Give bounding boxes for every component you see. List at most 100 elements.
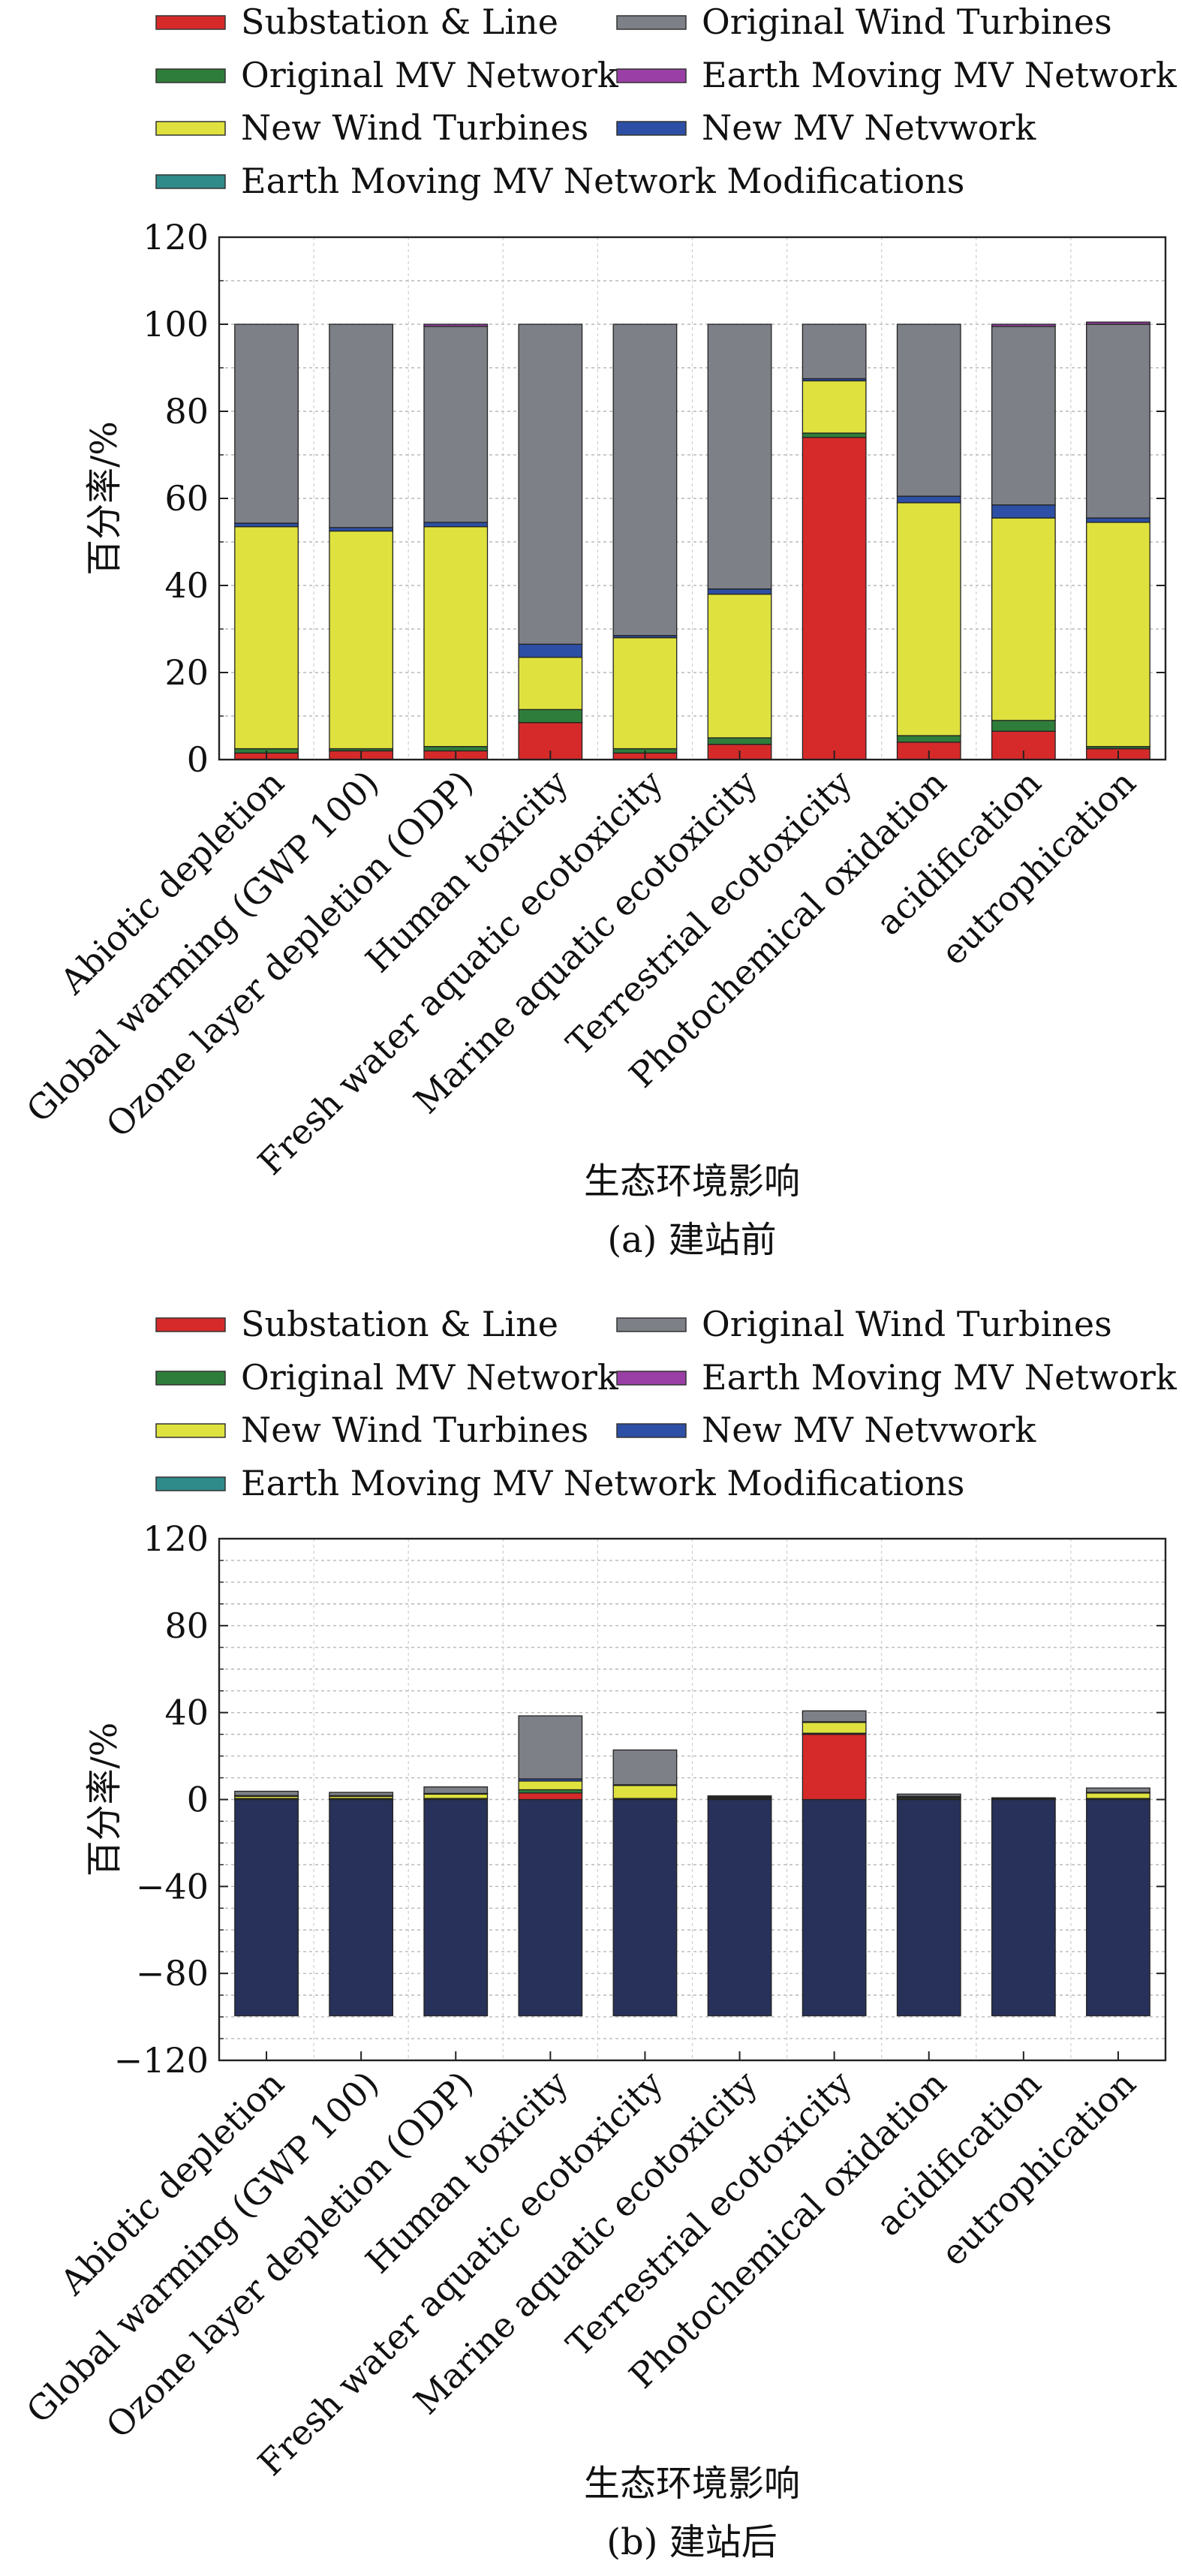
bar-human-toxicity-new-mv-netvwork bbox=[518, 643, 583, 658]
legend-label-original-mv-network: Original MV Network bbox=[241, 55, 619, 95]
legend-swatch-new-wind-turbines bbox=[155, 121, 226, 136]
bar-terrestrial-ecotoxicity-substation-line bbox=[802, 437, 867, 760]
legend-swatch-new-wind-turbines bbox=[155, 1423, 226, 1438]
legend-swatch-substation-line bbox=[155, 1317, 226, 1332]
y-tick-label: 80 bbox=[164, 391, 209, 432]
x-tick-label-marine-aquatic-ecotoxicity: Marine aquatic ecotoxicity bbox=[406, 2063, 765, 2422]
panel-a: Substation & Line Original Wind Turbines O… bbox=[19, 2, 1177, 1261]
bar-marine-aquatic-ecotoxicity-original-mv-network bbox=[707, 737, 772, 745]
x-axis-label: 生态环境影响 bbox=[584, 1160, 800, 1202]
bar-ozone-layer-depletion-odp-earth-moving-mv-network-modifications bbox=[423, 1798, 489, 2017]
y-tick-label: 60 bbox=[164, 478, 209, 519]
bar-ozone-layer-depletion-odp-original-mv-network bbox=[423, 745, 489, 752]
bar-acidification-earth-moving-mv-network-modifications bbox=[991, 1798, 1056, 2017]
y-axis: 0 20 40 60 80 100 120 bbox=[143, 217, 1165, 780]
x-tick-label-acidification: acidification bbox=[868, 2063, 1049, 2244]
bar-eutrophication-new-wind-turbines bbox=[1086, 522, 1150, 748]
bar-eutrophication-new-wind-turbines bbox=[1086, 1792, 1150, 1799]
y-tick-label: −80 bbox=[136, 1953, 209, 1994]
bar-ozone-layer-depletion-odp-new-wind-turbines bbox=[423, 1793, 489, 1799]
legend: Substation & Line Original Wind Turbines O… bbox=[155, 1304, 1177, 1503]
legend-swatch-original-wind-turbines bbox=[616, 15, 687, 30]
bar-marine-aquatic-ecotoxicity-earth-moving-mv-network-modifications bbox=[707, 1798, 772, 2017]
y-tick-label: 120 bbox=[143, 1518, 209, 1559]
bar-abiotic-depletion-earth-moving-mv-network-modifications bbox=[234, 1798, 299, 2017]
legend-label-new-wind-turbines: New Wind Turbines bbox=[241, 107, 588, 148]
legend-label-earth-moving-mv-network: Earth Moving MV Network bbox=[702, 1357, 1177, 1398]
bar-acidification-original-wind-turbines bbox=[991, 326, 1056, 506]
legend-label-original-mv-network: Original MV Network bbox=[241, 1357, 619, 1398]
panel-caption: (a) 建站前 bbox=[607, 1219, 776, 1261]
legend-label-original-wind-turbines: Original Wind Turbines bbox=[702, 2, 1112, 42]
legend-swatch-earth-moving-mv-network-modifications bbox=[155, 174, 226, 189]
bar-marine-aquatic-ecotoxicity-original-wind-turbines bbox=[707, 324, 772, 590]
bar-photochemical-oxidation-new-mv-netvwork bbox=[896, 495, 961, 504]
bar-abiotic-depletion-new-wind-turbines bbox=[234, 526, 299, 750]
bar-abiotic-depletion-original-wind-turbines bbox=[234, 324, 299, 524]
bar-fresh-water-aquatic-ecotoxicity-original-wind-turbines bbox=[612, 1749, 678, 1786]
bars bbox=[234, 321, 1150, 760]
bar-acidification-new-wind-turbines bbox=[991, 517, 1056, 721]
y-axis-label: 百分率/% bbox=[83, 1723, 125, 1877]
bar-eutrophication-earth-moving-mv-network bbox=[1086, 321, 1150, 325]
bar-photochemical-oxidation-new-wind-turbines bbox=[896, 502, 961, 736]
bar-human-toxicity-original-wind-turbines bbox=[518, 324, 583, 645]
y-tick-label: 20 bbox=[164, 652, 209, 693]
bar-marine-aquatic-ecotoxicity-new-mv-netvwork bbox=[707, 588, 772, 595]
legend-label-earth-moving-mv-network-modifications: Earth Moving MV Network Modifications bbox=[241, 161, 964, 201]
bar-photochemical-oxidation-original-wind-turbines bbox=[896, 1793, 961, 1797]
bar-human-toxicity-substation-line bbox=[518, 1792, 583, 1801]
bar-abiotic-depletion-new-mv-netvwork bbox=[234, 522, 299, 528]
legend-label-substation-line: Substation & Line bbox=[241, 2, 558, 42]
legend-label-earth-moving-mv-network: Earth Moving MV Network bbox=[702, 55, 1177, 95]
bar-ozone-layer-depletion-odp-earth-moving-mv-network bbox=[423, 324, 489, 327]
bar-ozone-layer-depletion-odp-original-wind-turbines bbox=[423, 326, 489, 523]
bar-terrestrial-ecotoxicity-new-wind-turbines bbox=[802, 1722, 867, 1734]
legend-swatch-substation-line bbox=[155, 15, 226, 30]
bar-eutrophication-earth-moving-mv-network-modifications bbox=[1086, 1798, 1150, 2017]
bar-ozone-layer-depletion-odp-new-wind-turbines bbox=[423, 526, 489, 748]
legend-label-new-mv-netvwork: New MV Netvwork bbox=[702, 1410, 1036, 1450]
bar-human-toxicity-original-mv-network bbox=[518, 709, 583, 724]
bar-fresh-water-aquatic-ecotoxicity-original-wind-turbines bbox=[612, 324, 678, 636]
bar-terrestrial-ecotoxicity-substation-line bbox=[802, 1733, 867, 1801]
bar-eutrophication-original-wind-turbines bbox=[1086, 1787, 1150, 1793]
bar-photochemical-oxidation-earth-moving-mv-network-modifications bbox=[896, 1798, 961, 2017]
legend-swatch-original-mv-network bbox=[155, 1371, 226, 1386]
y-tick-label: 80 bbox=[164, 1605, 209, 1646]
bar-fresh-water-aquatic-ecotoxicity-earth-moving-mv-network-modifications bbox=[612, 1798, 678, 2017]
legend-label-new-wind-turbines: New Wind Turbines bbox=[241, 1410, 588, 1450]
bar-acidification-original-mv-network bbox=[991, 720, 1056, 732]
legend-swatch-original-wind-turbines bbox=[616, 1317, 687, 1332]
legend-swatch-earth-moving-mv-network bbox=[616, 1371, 687, 1386]
bar-eutrophication-original-wind-turbines bbox=[1086, 324, 1150, 519]
y-tick-label: −120 bbox=[114, 2040, 209, 2081]
y-axis-label: 百分率/% bbox=[83, 421, 125, 576]
bar-global-warming-gwp-100-earth-moving-mv-network-modifications bbox=[329, 1798, 394, 2017]
bar-eutrophication-new-mv-netvwork bbox=[1086, 517, 1150, 523]
bar-terrestrial-ecotoxicity-original-wind-turbines bbox=[802, 1710, 867, 1723]
y-tick-label: 0 bbox=[187, 1780, 209, 1820]
bar-fresh-water-aquatic-ecotoxicity-new-wind-turbines bbox=[612, 1785, 678, 1799]
y-tick-label: 120 bbox=[143, 217, 209, 257]
panel-b: Substation & Line Original Wind Turbines O… bbox=[19, 1304, 1177, 2563]
bar-terrestrial-ecotoxicity-original-wind-turbines bbox=[802, 324, 867, 380]
y-tick-label: −40 bbox=[136, 1866, 209, 1906]
bar-human-toxicity-original-mv-network bbox=[518, 1789, 583, 1794]
bar-human-toxicity-earth-moving-mv-network-modifications bbox=[518, 1798, 583, 2017]
bar-global-warming-gwp-100-original-wind-turbines bbox=[329, 1792, 394, 1796]
bar-ozone-layer-depletion-odp-new-mv-netvwork bbox=[423, 522, 489, 528]
legend-swatch-earth-moving-mv-network bbox=[616, 68, 687, 83]
bar-human-toxicity-original-wind-turbines bbox=[518, 1715, 583, 1780]
bar-acidification-new-mv-netvwork bbox=[991, 504, 1056, 519]
bar-terrestrial-ecotoxicity-new-wind-turbines bbox=[802, 380, 867, 434]
y-tick-label: 0 bbox=[187, 739, 209, 780]
bar-global-warming-gwp-100-original-wind-turbines bbox=[329, 324, 394, 528]
bar-photochemical-oxidation-original-mv-network bbox=[896, 735, 961, 743]
y-tick-label: 40 bbox=[164, 565, 209, 606]
panel-caption: (b) 建站后 bbox=[606, 2521, 777, 2563]
bar-marine-aquatic-ecotoxicity-new-wind-turbines bbox=[707, 593, 772, 739]
y-tick-label: 40 bbox=[164, 1693, 209, 1733]
legend-label-original-wind-turbines: Original Wind Turbines bbox=[702, 1304, 1112, 1344]
